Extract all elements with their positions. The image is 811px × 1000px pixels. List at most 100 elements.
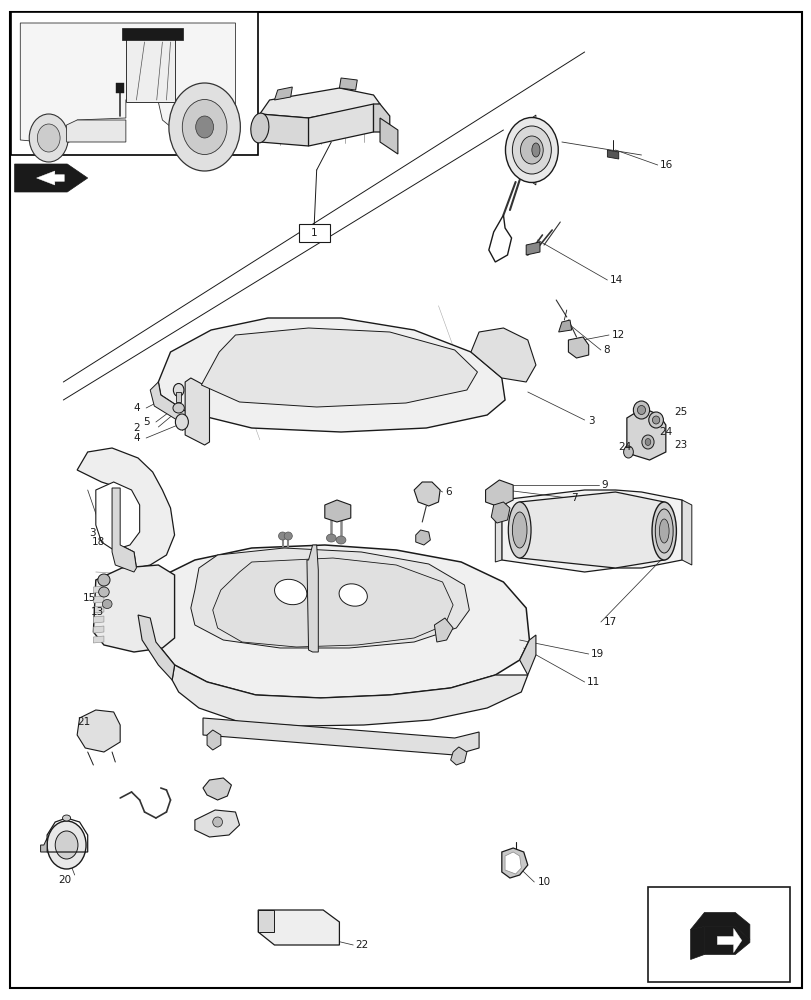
Polygon shape bbox=[212, 558, 453, 647]
Polygon shape bbox=[93, 626, 104, 633]
Polygon shape bbox=[531, 115, 535, 185]
Ellipse shape bbox=[512, 126, 551, 174]
Ellipse shape bbox=[508, 502, 530, 558]
Polygon shape bbox=[126, 38, 174, 102]
Polygon shape bbox=[526, 242, 539, 255]
Polygon shape bbox=[15, 164, 88, 192]
Ellipse shape bbox=[339, 584, 367, 606]
Polygon shape bbox=[96, 482, 139, 550]
Text: 22: 22 bbox=[355, 940, 368, 950]
Polygon shape bbox=[380, 118, 397, 154]
Polygon shape bbox=[138, 615, 174, 680]
Ellipse shape bbox=[37, 124, 60, 152]
Polygon shape bbox=[158, 318, 504, 432]
Polygon shape bbox=[704, 926, 749, 954]
Ellipse shape bbox=[326, 534, 336, 542]
Text: 2: 2 bbox=[133, 423, 139, 433]
Ellipse shape bbox=[633, 401, 649, 419]
Text: 8: 8 bbox=[603, 345, 609, 355]
Text: 7: 7 bbox=[570, 493, 577, 503]
Text: 25: 25 bbox=[673, 407, 686, 417]
Polygon shape bbox=[415, 530, 430, 545]
Ellipse shape bbox=[520, 136, 543, 164]
Polygon shape bbox=[77, 448, 174, 568]
Polygon shape bbox=[67, 120, 126, 142]
Ellipse shape bbox=[512, 512, 526, 548]
Ellipse shape bbox=[62, 815, 71, 821]
Polygon shape bbox=[558, 320, 571, 332]
Text: 18: 18 bbox=[92, 537, 105, 547]
Bar bbox=[116, 83, 124, 93]
Polygon shape bbox=[626, 408, 665, 460]
Text: 5: 5 bbox=[144, 417, 150, 427]
Polygon shape bbox=[112, 488, 136, 572]
Text: 19: 19 bbox=[590, 649, 603, 659]
Polygon shape bbox=[191, 548, 469, 648]
Bar bbox=[11, 12, 258, 155]
Polygon shape bbox=[258, 910, 274, 932]
Polygon shape bbox=[122, 28, 182, 40]
Polygon shape bbox=[258, 910, 339, 945]
Ellipse shape bbox=[278, 532, 286, 540]
Ellipse shape bbox=[99, 587, 109, 597]
Text: 23: 23 bbox=[673, 440, 686, 450]
Ellipse shape bbox=[654, 509, 672, 553]
Polygon shape bbox=[93, 586, 104, 593]
Ellipse shape bbox=[659, 519, 668, 543]
Polygon shape bbox=[93, 565, 174, 652]
Ellipse shape bbox=[55, 831, 78, 859]
Text: 6: 6 bbox=[444, 487, 451, 497]
Polygon shape bbox=[373, 104, 389, 142]
Polygon shape bbox=[144, 545, 529, 698]
Polygon shape bbox=[36, 171, 64, 185]
Ellipse shape bbox=[98, 574, 110, 586]
Polygon shape bbox=[203, 718, 478, 755]
Ellipse shape bbox=[212, 817, 222, 827]
Polygon shape bbox=[504, 852, 521, 874]
Polygon shape bbox=[185, 378, 209, 445]
Ellipse shape bbox=[169, 83, 240, 171]
Text: 15: 15 bbox=[83, 593, 96, 603]
Text: 10: 10 bbox=[537, 877, 550, 887]
Ellipse shape bbox=[642, 435, 654, 449]
Ellipse shape bbox=[504, 117, 558, 182]
Text: 11: 11 bbox=[586, 677, 599, 687]
Ellipse shape bbox=[651, 502, 676, 560]
Polygon shape bbox=[93, 616, 104, 623]
Polygon shape bbox=[495, 500, 501, 562]
Text: 9: 9 bbox=[601, 480, 607, 490]
Ellipse shape bbox=[284, 532, 292, 540]
Polygon shape bbox=[414, 482, 440, 506]
Polygon shape bbox=[20, 23, 235, 144]
Ellipse shape bbox=[102, 599, 112, 608]
Text: 16: 16 bbox=[659, 160, 672, 170]
Text: 1: 1 bbox=[311, 228, 317, 238]
Polygon shape bbox=[274, 87, 292, 100]
Ellipse shape bbox=[173, 403, 184, 413]
Polygon shape bbox=[308, 104, 373, 146]
Ellipse shape bbox=[174, 383, 183, 396]
Polygon shape bbox=[689, 912, 749, 940]
Polygon shape bbox=[41, 838, 47, 852]
Ellipse shape bbox=[29, 114, 68, 162]
Text: 4: 4 bbox=[133, 433, 139, 443]
Polygon shape bbox=[519, 492, 663, 568]
Polygon shape bbox=[470, 328, 535, 382]
Polygon shape bbox=[203, 778, 231, 800]
Polygon shape bbox=[307, 545, 318, 652]
Polygon shape bbox=[568, 337, 588, 358]
Ellipse shape bbox=[623, 446, 633, 458]
Text: 17: 17 bbox=[603, 617, 616, 627]
Polygon shape bbox=[260, 88, 380, 118]
Text: 3: 3 bbox=[89, 528, 96, 538]
Text: 24: 24 bbox=[659, 427, 672, 437]
Ellipse shape bbox=[175, 414, 188, 430]
Polygon shape bbox=[519, 635, 535, 675]
Polygon shape bbox=[450, 747, 466, 765]
Polygon shape bbox=[717, 928, 741, 952]
Polygon shape bbox=[77, 710, 120, 752]
Ellipse shape bbox=[47, 821, 86, 869]
Polygon shape bbox=[501, 490, 681, 572]
Polygon shape bbox=[485, 480, 513, 507]
Polygon shape bbox=[201, 328, 477, 407]
